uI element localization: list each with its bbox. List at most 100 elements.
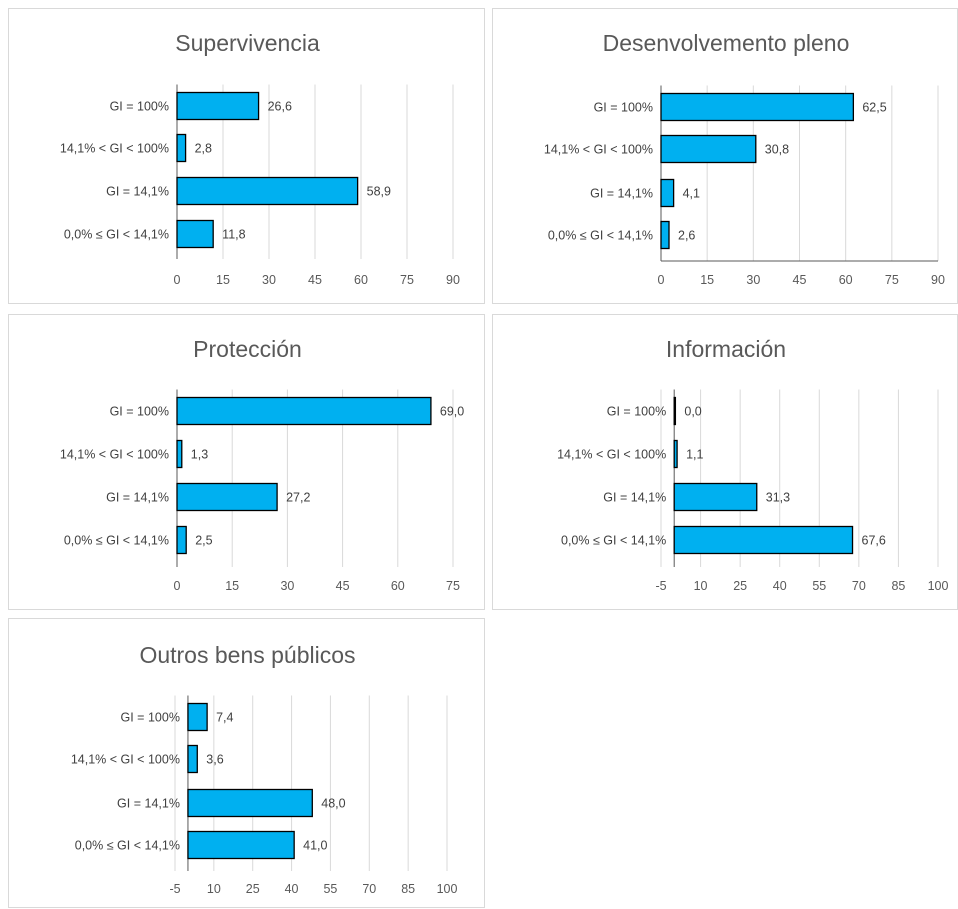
chart-panel-proteccion: Protección 0 15 30 45 60 75 GI = 100% 69,0 14,1% … (8, 314, 485, 610)
category-label: 14,1% < GI < 100% (60, 448, 169, 462)
bar (176, 219, 214, 249)
category-label: 0,0% ≤ GI < 14,1% (561, 534, 666, 548)
x-tick-label: 75 (885, 273, 899, 287)
category-label: 0,0% ≤ GI < 14,1% (548, 229, 653, 243)
data-label: 41,0 (303, 839, 327, 853)
x-tick-label: 15 (216, 273, 230, 287)
bar (660, 92, 855, 122)
chart-panel-supervivencia: Supervivencia 0 15 30 45 60 75 90 GI = 100% 26,6 1… (8, 8, 485, 304)
category-label: 0,0% ≤ GI < 14,1% (64, 534, 169, 548)
chart-panel-desenvolvemento-pleno: Desenvolvemento pleno 0 15 30 45 60 75 90 GI = 1… (492, 8, 958, 304)
bar (187, 744, 198, 774)
data-label: 69,0 (440, 405, 464, 419)
bar (673, 396, 677, 426)
category-label: GI = 14,1% (106, 491, 169, 505)
chart-svg: Outros bens públicos -5 10 25 40 55 70 85 100 GI … (71, 642, 458, 896)
category-label: GI = 100% (110, 100, 169, 114)
x-tick-label: 85 (401, 882, 415, 896)
x-tick-label: 45 (793, 273, 807, 287)
data-label: 0,0 (684, 405, 701, 419)
bar (187, 788, 313, 818)
data-label: 11,8 (222, 228, 245, 242)
bar (660, 178, 675, 208)
data-label: 26,6 (268, 100, 292, 114)
x-tick-label: 90 (931, 273, 945, 287)
x-tick-label: 100 (928, 579, 949, 593)
chart-svg: Desenvolvemento pleno 0 15 30 45 60 75 90 GI = 1… (544, 30, 945, 287)
category-label: GI = 14,1% (603, 491, 666, 505)
chart-svg: Supervivencia 0 15 30 45 60 75 90 GI = 100% 26,6 1… (60, 30, 460, 287)
category-label: GI = 100% (594, 101, 653, 115)
x-tick-label: 45 (308, 273, 322, 287)
bar (176, 482, 278, 512)
chart-svg: Información -5 10 25 40 55 70 85 100 GI = 100% 0,0… (557, 336, 949, 593)
x-tick-label: 15 (225, 579, 239, 593)
x-tick-label: 55 (323, 882, 337, 896)
bar (176, 91, 260, 121)
chart-panel-informacion: Información -5 10 25 40 55 70 85 100 GI = 100% 0,0… (492, 314, 958, 610)
x-tick-label: 70 (362, 882, 376, 896)
x-tick-label: 40 (285, 882, 299, 896)
category-label: GI = 100% (121, 711, 180, 725)
x-tick-label: 45 (336, 579, 350, 593)
chart-title: Protección (193, 336, 302, 362)
x-tick-label: 55 (812, 579, 826, 593)
x-tick-label: 85 (891, 579, 905, 593)
x-tick-label: 70 (852, 579, 866, 593)
chart-svg: Protección 0 15 30 45 60 75 GI = 100% 69,0 14,1% … (60, 336, 464, 593)
data-label: 1,1 (686, 448, 703, 462)
x-tick-label: 25 (733, 579, 747, 593)
x-tick-label: 40 (773, 579, 787, 593)
x-tick-label: 25 (246, 882, 260, 896)
bar (187, 702, 208, 732)
x-tick-label: 75 (400, 273, 414, 287)
x-tick-label: -5 (655, 579, 666, 593)
x-tick-label: 60 (839, 273, 853, 287)
category-label: 14,1% < GI < 100% (71, 753, 180, 767)
chart-title: Supervivencia (175, 30, 320, 56)
x-tick-label: 75 (446, 579, 460, 593)
x-tick-label: 10 (207, 882, 221, 896)
data-label: 62,5 (862, 101, 886, 115)
x-tick-label: 90 (446, 273, 460, 287)
bar (673, 482, 758, 512)
data-label: 2,6 (678, 229, 695, 243)
category-label: 14,1% < GI < 100% (544, 143, 653, 157)
category-label: GI = 14,1% (590, 187, 653, 201)
x-tick-label: 30 (280, 579, 294, 593)
bar (176, 176, 359, 206)
chart-title: Información (666, 336, 786, 362)
x-tick-label: 30 (262, 273, 276, 287)
chart-title: Desenvolvemento pleno (603, 30, 850, 56)
chart-title: Outros bens públicos (139, 642, 355, 668)
category-label: 0,0% ≤ GI < 14,1% (64, 228, 169, 242)
bar (660, 134, 757, 164)
data-label: 31,3 (766, 491, 790, 505)
x-tick-label: 60 (354, 273, 368, 287)
x-tick-label: 100 (437, 882, 458, 896)
data-label: 3,6 (206, 753, 223, 767)
x-tick-label: 0 (174, 579, 181, 593)
x-tick-label: 0 (174, 273, 181, 287)
x-tick-label: 30 (746, 273, 760, 287)
bar (176, 439, 183, 469)
x-tick-label: -5 (169, 882, 180, 896)
data-label: 30,8 (765, 143, 789, 157)
data-label: 2,5 (195, 534, 212, 548)
bar (176, 525, 187, 555)
data-label: 27,2 (286, 491, 310, 505)
data-label: 7,4 (216, 711, 233, 725)
data-label: 2,8 (195, 142, 212, 156)
bar (176, 133, 187, 163)
data-label: 48,0 (321, 797, 345, 811)
x-tick-label: 15 (700, 273, 714, 287)
category-label: GI = 100% (607, 405, 666, 419)
data-label: 1,3 (191, 448, 208, 462)
category-label: 14,1% < GI < 100% (557, 448, 666, 462)
data-label: 58,9 (367, 185, 391, 199)
x-tick-label: 60 (391, 579, 405, 593)
category-label: GI = 100% (110, 405, 169, 419)
bar (673, 439, 678, 469)
category-label: GI = 14,1% (117, 797, 180, 811)
bar (660, 220, 670, 250)
